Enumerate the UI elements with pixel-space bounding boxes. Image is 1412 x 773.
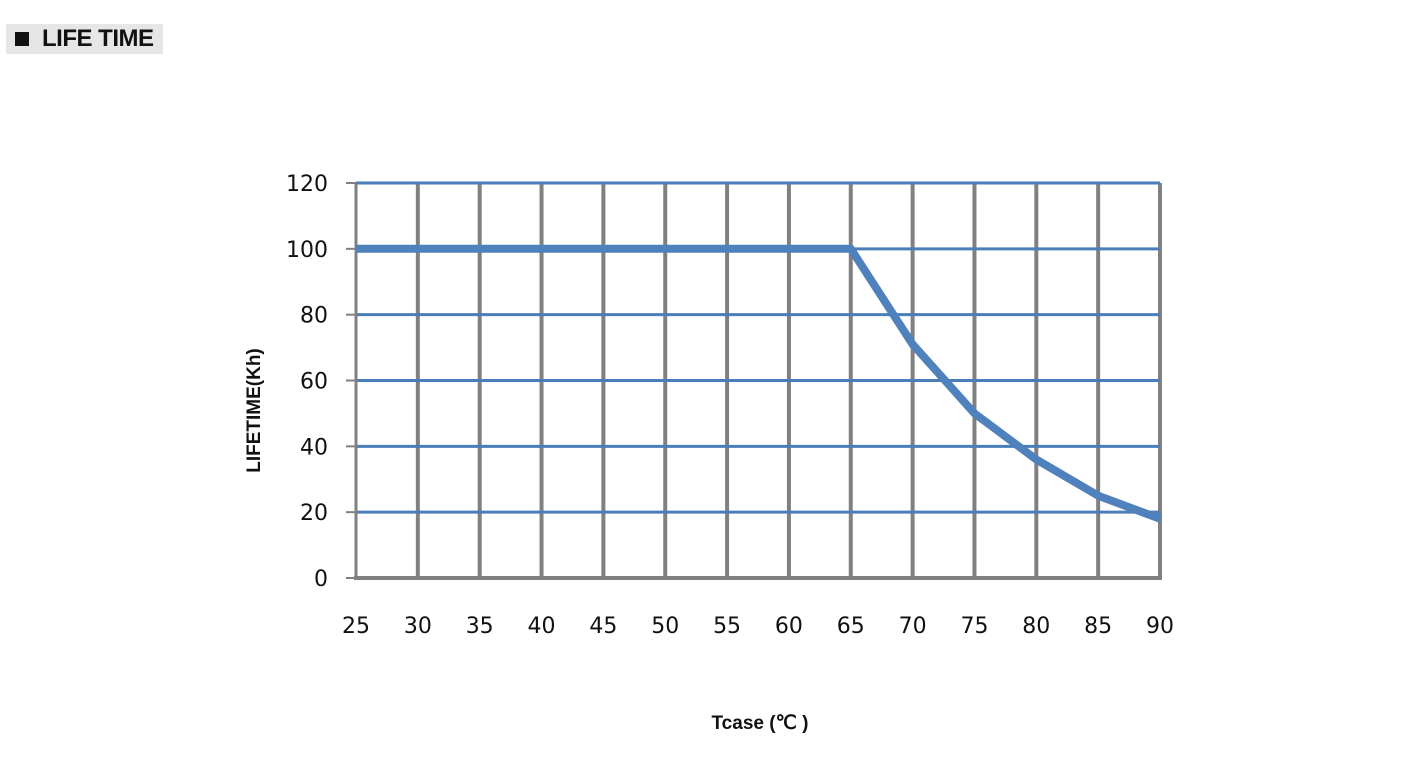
x-axis-title: Tcase (℃ ) (711, 713, 808, 734)
section-header: LIFE TIME (6, 24, 163, 54)
y-tick-label: 80 (300, 304, 328, 329)
y-tick-label: 100 (286, 238, 328, 263)
y-tick-label: 20 (300, 501, 328, 526)
x-tick-label: 25 (342, 614, 370, 639)
x-tick-label: 55 (713, 614, 741, 639)
x-tick-label: 90 (1146, 614, 1174, 639)
y-tick-label: 40 (300, 435, 328, 460)
x-tick-label: 40 (528, 614, 556, 639)
square-bullet-icon (15, 32, 29, 46)
y-axis-title: LIFETIME(Kh) (244, 348, 265, 473)
series-layer (356, 244, 1162, 523)
x-tick-label: 50 (651, 614, 679, 639)
x-tick-label: 70 (899, 614, 927, 639)
section-title: LIFE TIME (42, 25, 154, 52)
y-tick-label: 60 (300, 370, 328, 395)
x-tick-label: 85 (1084, 614, 1112, 639)
y-tick-label: 120 (286, 172, 328, 197)
series-line (356, 244, 1162, 523)
x-tick-label: 35 (466, 614, 494, 639)
x-tick-label: 45 (589, 614, 617, 639)
x-tick-label: 65 (837, 614, 865, 639)
y-tick-label: 0 (314, 567, 328, 592)
y-tick-labels: 0 20 40 60 80 100 120 (286, 172, 328, 592)
x-tick-label: 75 (960, 614, 988, 639)
x-tick-label: 60 (775, 614, 803, 639)
x-tick-label: 80 (1022, 614, 1050, 639)
x-tick-labels: 25 30 35 40 45 50 55 60 65 70 75 80 85 90 (342, 614, 1174, 639)
x-tick-label: 30 (404, 614, 432, 639)
